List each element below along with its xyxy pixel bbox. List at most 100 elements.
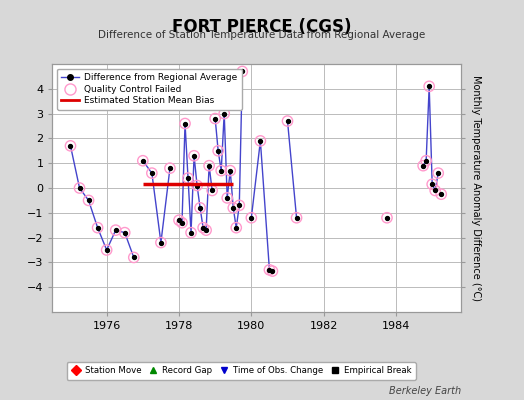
Point [292, 214, 301, 221]
Point [148, 170, 156, 176]
Point [235, 202, 244, 208]
Point [422, 158, 430, 164]
Point [434, 170, 442, 176]
Point [75, 185, 84, 191]
Point [112, 227, 120, 233]
Point [199, 224, 208, 231]
Point [425, 83, 433, 90]
Point [67, 143, 75, 149]
Point [265, 267, 274, 273]
Point [93, 224, 102, 231]
Point [419, 162, 428, 169]
Point [121, 230, 129, 236]
Point [223, 195, 232, 201]
Text: Difference of Station Temperature Data from Regional Average: Difference of Station Temperature Data f… [99, 30, 425, 40]
Point [181, 120, 189, 127]
Point [283, 118, 292, 124]
Point [187, 230, 195, 236]
Point [268, 268, 277, 274]
Point [232, 224, 241, 231]
Point [229, 205, 237, 211]
Point [247, 214, 256, 221]
Point [283, 118, 292, 124]
Point [265, 267, 274, 273]
Point [425, 83, 433, 90]
Point [419, 162, 428, 169]
Point [235, 202, 244, 208]
Point [196, 205, 204, 211]
Point [112, 227, 120, 233]
Point [428, 181, 436, 188]
Legend: Station Move, Record Gap, Time of Obs. Change, Empirical Break: Station Move, Record Gap, Time of Obs. C… [67, 362, 416, 380]
Point [437, 191, 445, 197]
Point [226, 168, 234, 174]
Point [229, 205, 237, 211]
Y-axis label: Monthly Temperature Anomaly Difference (°C): Monthly Temperature Anomaly Difference (… [471, 75, 481, 301]
Point [178, 220, 186, 226]
Point [428, 181, 436, 188]
Point [178, 220, 186, 226]
Point [437, 191, 445, 197]
Point [247, 214, 256, 221]
Point [422, 158, 430, 164]
Point [166, 165, 174, 171]
Point [214, 148, 222, 154]
Point [103, 247, 111, 253]
Point [238, 68, 246, 75]
Point [431, 187, 440, 194]
Point [292, 214, 301, 221]
Legend: Difference from Regional Average, Quality Control Failed, Estimated Station Mean: Difference from Regional Average, Qualit… [57, 68, 242, 110]
Point [129, 254, 138, 261]
Point [84, 197, 93, 204]
Point [256, 138, 265, 144]
Point [103, 247, 111, 253]
Point [175, 217, 183, 224]
Point [181, 120, 189, 127]
Point [383, 214, 391, 221]
Point [211, 115, 220, 122]
Point [256, 138, 265, 144]
Point [193, 182, 201, 189]
Point [220, 110, 228, 117]
Point [211, 115, 220, 122]
Point [217, 168, 225, 174]
Point [214, 148, 222, 154]
Point [434, 170, 442, 176]
Point [202, 227, 210, 233]
Point [139, 158, 147, 164]
Point [193, 182, 201, 189]
Point [93, 224, 102, 231]
Point [205, 162, 213, 169]
Point [431, 187, 440, 194]
Point [220, 110, 228, 117]
Point [190, 152, 198, 159]
Point [238, 68, 246, 75]
Text: FORT PIERCE (CGS): FORT PIERCE (CGS) [172, 18, 352, 36]
Point [157, 239, 165, 246]
Point [208, 187, 216, 194]
Point [226, 168, 234, 174]
Point [75, 185, 84, 191]
Point [196, 205, 204, 211]
Point [217, 168, 225, 174]
Point [121, 230, 129, 236]
Point [268, 268, 277, 274]
Point [84, 197, 93, 204]
Point [208, 187, 216, 194]
Point [175, 217, 183, 224]
Point [232, 224, 241, 231]
Point [223, 195, 232, 201]
Point [205, 162, 213, 169]
Point [129, 254, 138, 261]
Point [383, 214, 391, 221]
Point [199, 224, 208, 231]
Point [139, 158, 147, 164]
Text: Berkeley Earth: Berkeley Earth [389, 386, 461, 396]
Point [187, 230, 195, 236]
Point [190, 152, 198, 159]
Point [202, 227, 210, 233]
Point [184, 175, 192, 181]
Point [67, 143, 75, 149]
Point [184, 175, 192, 181]
Point [148, 170, 156, 176]
